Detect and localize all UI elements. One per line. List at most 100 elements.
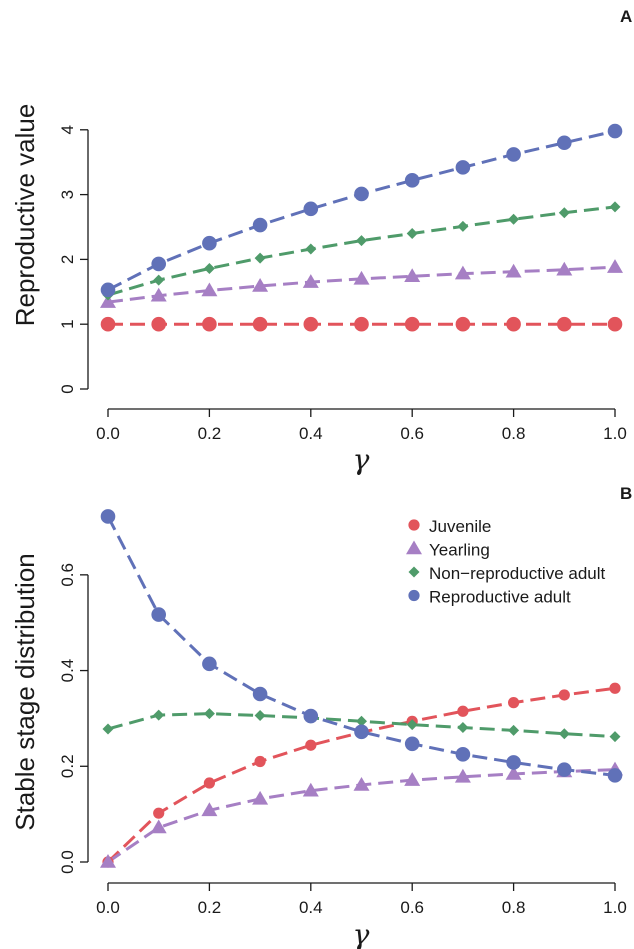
panel-b-series-1-point (404, 772, 421, 786)
panel-a-x-tick-label: 0.4 (299, 424, 323, 443)
panel-b-series-0-point (203, 777, 215, 789)
panel-b-y-tick-label: 0.6 (58, 563, 77, 587)
panel-a-series-1-point (454, 265, 471, 280)
panel-a-series-2-point (254, 252, 266, 264)
panel-b-series-3-line (106, 515, 616, 777)
panel-a-series-3-line (107, 129, 616, 292)
panel-b-series-2-point (558, 728, 570, 740)
panel-b-x-tick-label: 1.0 (603, 898, 627, 917)
panel-a-x-tick-label: 0.2 (198, 424, 222, 443)
panel-a-series-3-point (303, 201, 319, 217)
panel-b-x-tick-label: 0.8 (502, 898, 526, 917)
panel-a-series-2-line (107, 205, 616, 297)
panel-b-x-tick-label: 0.2 (198, 898, 222, 917)
panel-b-series-2-point (457, 722, 469, 734)
panel-b-letter: B (620, 484, 632, 503)
panel-b-series-2-point (102, 723, 114, 735)
panel-a-series-3-point (151, 256, 166, 272)
panel-b-series-0-point (153, 807, 165, 819)
panel-a-series-3-point (354, 186, 369, 202)
panel-b-series-1-point (252, 790, 269, 805)
panel-a-series-0-point (557, 316, 572, 332)
panel-a-y-tick-label: 4 (58, 125, 77, 134)
panel-b-series-2-point (203, 708, 215, 720)
panel-b-x-tick-label: 0.6 (400, 898, 424, 917)
panel-a-x-tick-label: 0.6 (400, 424, 424, 443)
panel-a-series-1-point (302, 274, 319, 288)
panel-a-series-2-point (356, 235, 367, 247)
panel-b-y-tick-label: 0.4 (58, 659, 77, 683)
panel-b-series-0-point (457, 705, 469, 717)
panel-a-series-3-point (252, 217, 268, 233)
panel-a-x-axis-label: γ (353, 443, 370, 476)
legend-label-2: Non−reproductive adult (429, 564, 606, 583)
panel-b-y-tick-label: 0.0 (58, 850, 77, 874)
panel-a-series-3-point (455, 160, 471, 175)
panel-b-series-1-point (201, 802, 218, 817)
panel-b-series-2-point (406, 719, 418, 731)
panel-a-y-axis-label: Reproductive value (10, 104, 40, 327)
panel-a-series-0-point (100, 316, 116, 332)
panel-a-series-1-point (252, 277, 269, 292)
panel-a-y-tick-label: 3 (58, 190, 77, 199)
panel-b-series-3-point (506, 755, 521, 770)
panel-b-series-1-point (150, 819, 167, 834)
panel-a-x-tick-label: 0.8 (502, 424, 526, 443)
panel-a-series-2-point (558, 207, 570, 219)
panel-a-series-0-point (455, 316, 471, 332)
panel-a-series-2-point (508, 213, 520, 225)
panel-a-letter: A (620, 7, 632, 26)
panel-a-series-2-point (305, 243, 317, 255)
legend-marker-1 (406, 540, 422, 555)
panel-b-y-tick-label: 0.2 (58, 754, 77, 778)
panel-b-series-2-point (153, 709, 165, 721)
panel-a-reproductive-value-chart: A Reproductive value γ 0 1 2 3 4 0.0 0.2 0.4 0.6… (10, 7, 632, 476)
panel-a-series-1-point (201, 282, 218, 297)
panel-b-series-2-point (254, 710, 266, 722)
panel-a-series-1-point (505, 263, 522, 278)
panel-b-series-3-point (151, 607, 166, 622)
panel-b-y-axis-label: Stable stage distribution (10, 553, 40, 831)
panel-b-series-3-point (252, 686, 268, 702)
panel-a-series-2-point (609, 201, 621, 213)
panel-b-series-0-point (609, 682, 621, 694)
panel-b-legend: Juvenile Yearling Non−reproductive adult Re… (406, 517, 606, 607)
panel-b-series-1-point (100, 854, 116, 868)
panel-a-series-1-point (404, 268, 421, 283)
legend-marker-0 (408, 519, 420, 531)
panel-b-series-3-point (404, 736, 420, 752)
panel-a-series-3-point (100, 282, 116, 298)
panel-b-series-0-point (254, 755, 266, 768)
legend-marker-3 (408, 589, 420, 602)
panel-a-series-0-point (607, 316, 623, 332)
panel-a-series-2-point (406, 227, 418, 239)
panel-a-series-1-point (353, 270, 370, 285)
panel-a-series-2-point (457, 220, 469, 232)
panel-a-y-tick-label: 1 (58, 319, 77, 328)
panel-b-x-tick-label: 0.0 (96, 898, 120, 917)
panel-b-series-0-point (305, 739, 317, 751)
panel-a-series-3-point (607, 123, 623, 139)
legend-marker-2 (408, 566, 420, 578)
panel-b-series-1-point (353, 776, 370, 791)
panel-b-series-3-point (455, 747, 471, 762)
panel-a-series-3-point (557, 135, 572, 151)
panel-a-series-0-point (252, 316, 268, 332)
panel-a-series-0-point (506, 316, 521, 332)
panel-b-stable-stage-distribution-chart: B Stable stage distribution γ 0.0 0.2 0.4 0… (10, 484, 632, 949)
legend-label-0: Juvenile (429, 517, 491, 536)
panel-a-series-2-point (153, 274, 165, 286)
panel-a-series-0-point (151, 316, 166, 332)
legend-label-1: Yearling (429, 541, 490, 560)
panel-b-series-0-point (507, 697, 520, 709)
panel-a-series-1-point (150, 287, 167, 302)
panel-b-series-2-point (508, 724, 520, 736)
panel-a-x-tick-label: 1.0 (603, 424, 627, 443)
panel-a-series-1-point (556, 261, 573, 276)
panel-b-series-3-point (607, 768, 623, 783)
panel-b-x-tick-label: 0.4 (299, 898, 323, 917)
panel-b-series-1-point (505, 765, 522, 780)
panel-a-series-2-point (203, 262, 215, 274)
panel-b-series-3-point (100, 509, 116, 524)
